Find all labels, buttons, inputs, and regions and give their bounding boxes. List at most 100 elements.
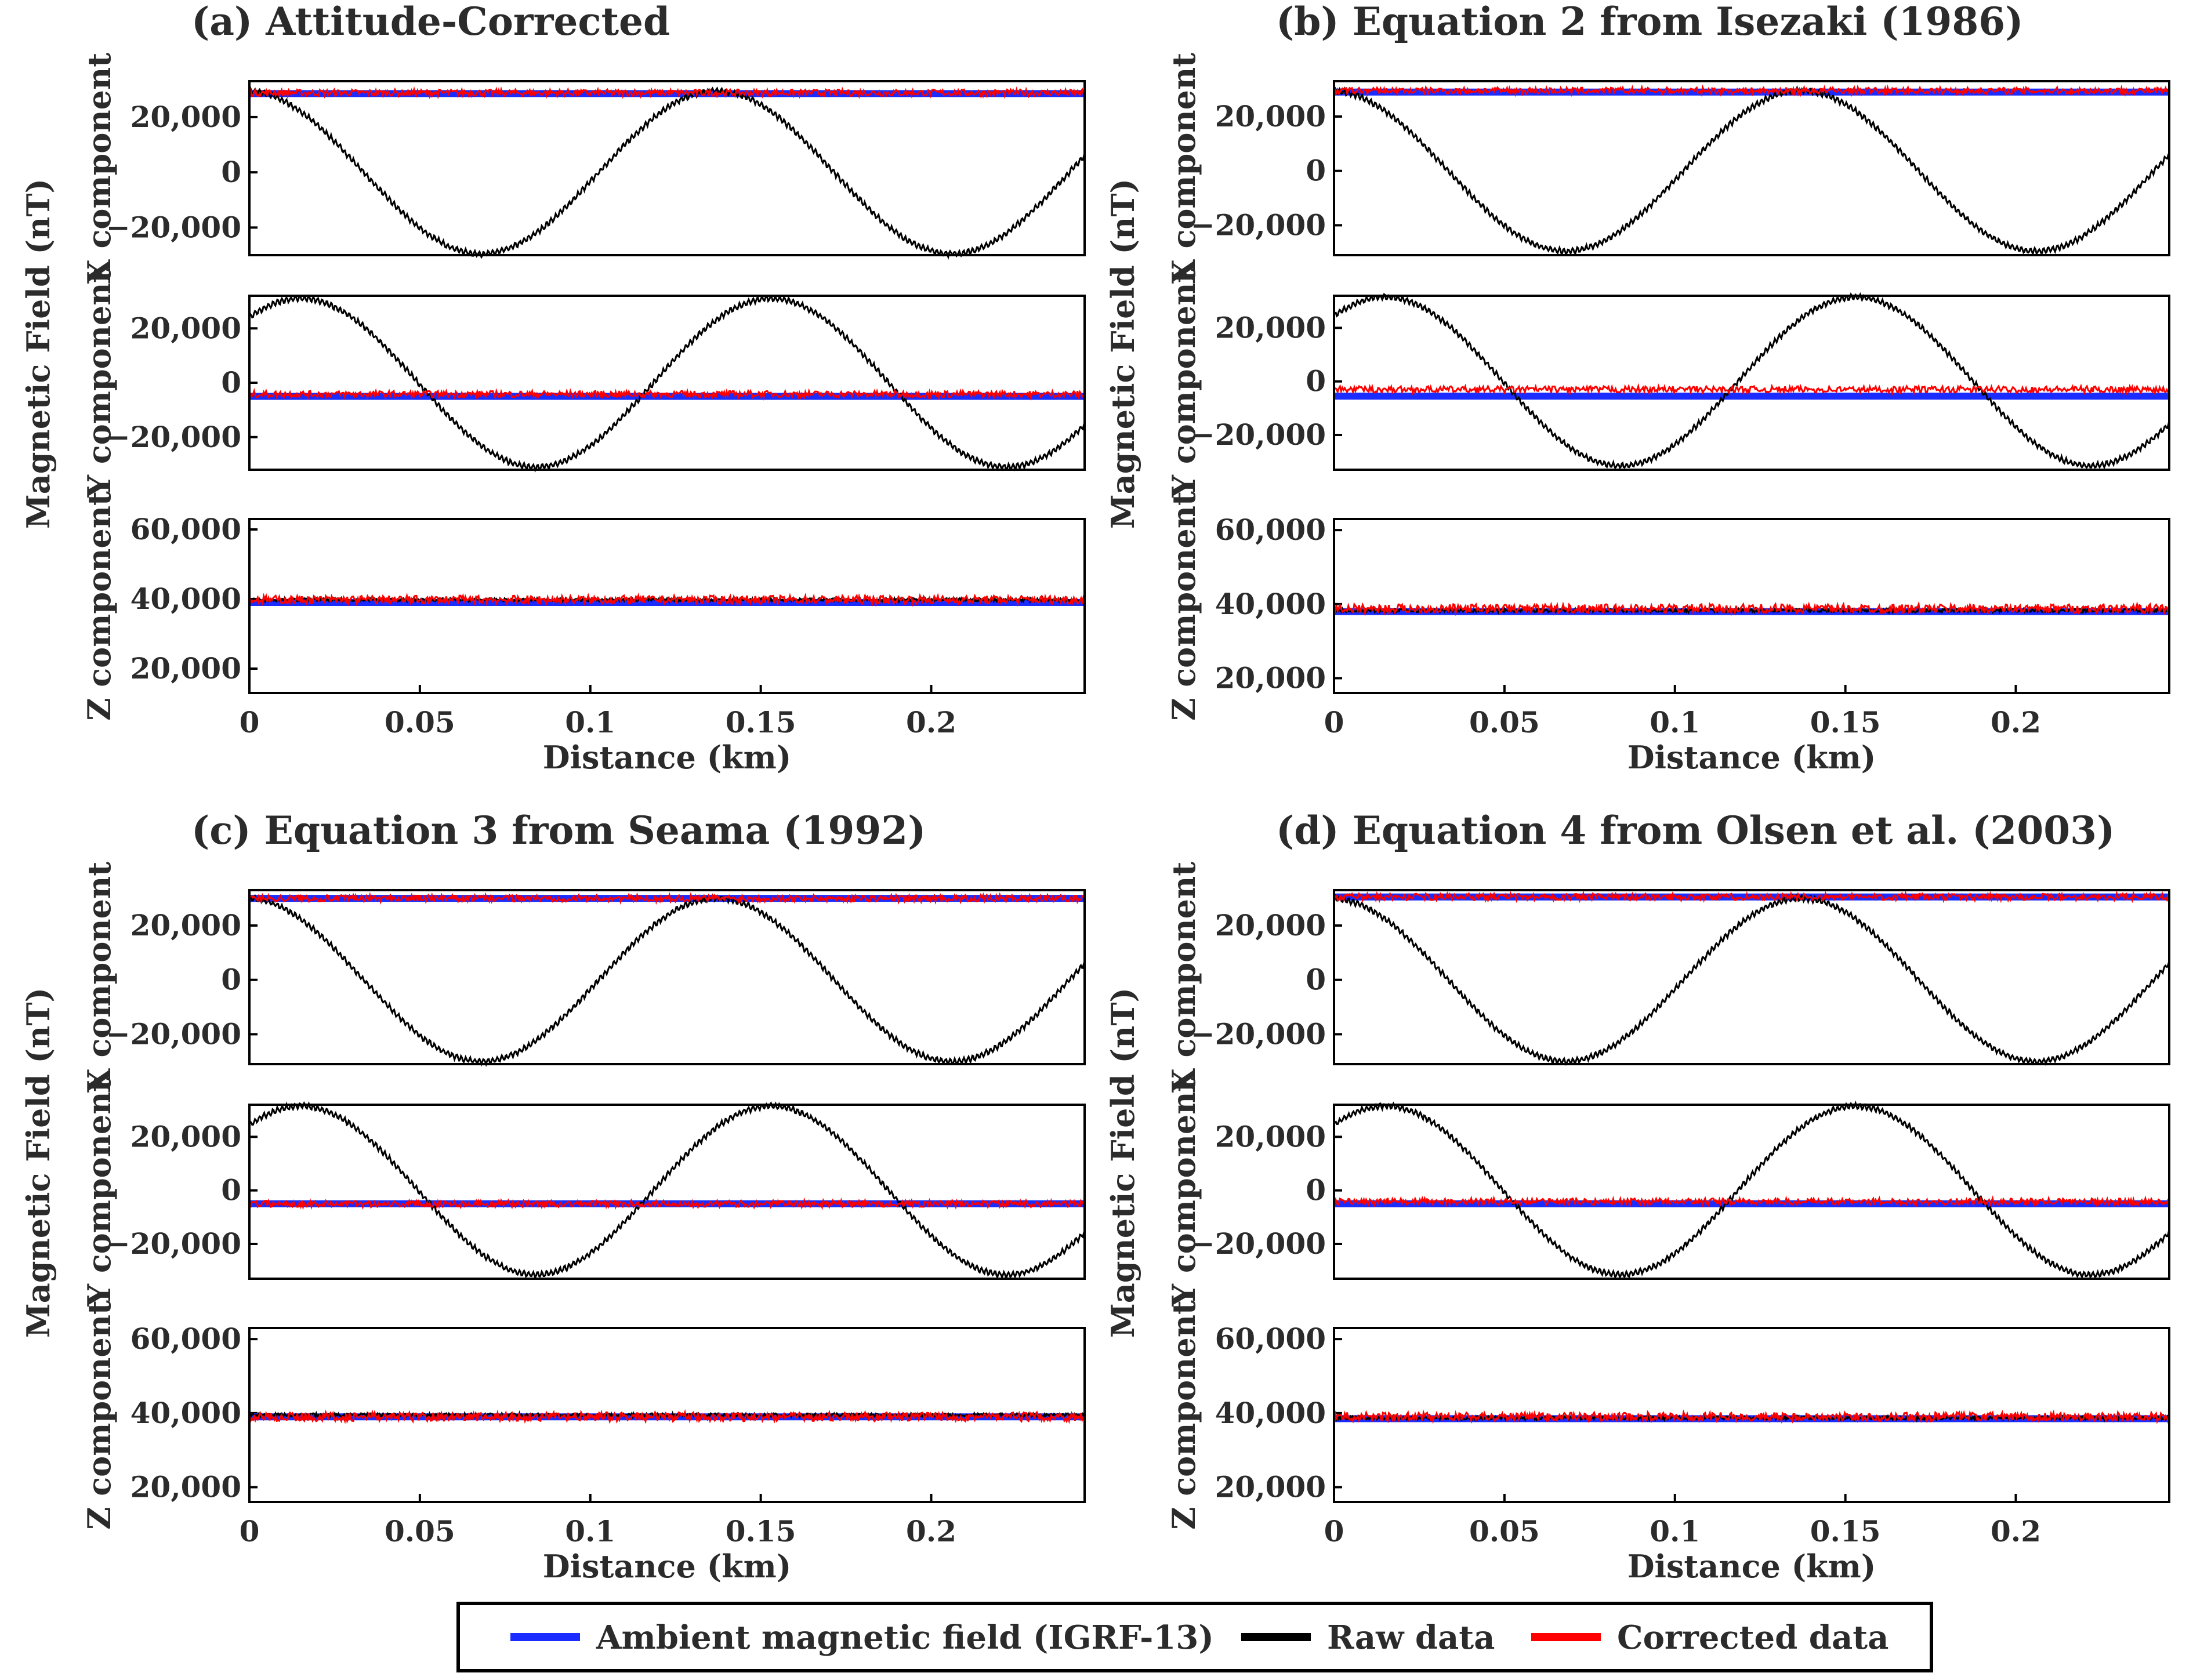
component-label: Z component bbox=[81, 1300, 118, 1530]
series-corrected bbox=[1333, 1195, 2170, 1208]
y-tick-label: −20,000 bbox=[1191, 418, 1326, 452]
y-tick-label: 60,000 bbox=[1215, 513, 1326, 547]
y-tick-label: 60,000 bbox=[131, 1322, 241, 1356]
y-tick-label: 0 bbox=[221, 963, 241, 997]
x-tick-label: 0.1 bbox=[565, 1514, 615, 1548]
series-raw bbox=[1333, 85, 2170, 257]
panel-frame bbox=[1333, 80, 2170, 256]
series-corrected bbox=[248, 1409, 1086, 1424]
x-tick-label: 0.1 bbox=[1650, 705, 1700, 739]
y-tick-label: −20,000 bbox=[1191, 1227, 1326, 1261]
component-label: Z component bbox=[1165, 491, 1202, 721]
series-raw bbox=[248, 294, 1086, 473]
panel-frame bbox=[1333, 295, 2170, 471]
legend-frame bbox=[456, 1602, 1933, 1672]
component-label: Y component bbox=[81, 1077, 118, 1307]
y-tick-label: 20,000 bbox=[1215, 1119, 1326, 1153]
panel-frame bbox=[1333, 1104, 2170, 1280]
y-tick-label: −20,000 bbox=[1191, 1017, 1326, 1051]
panel-z: 60,000 40,000 20,000 Z component bbox=[1165, 1300, 2170, 1530]
series-corrected bbox=[248, 387, 1085, 401]
x-tick-label: 0.15 bbox=[1810, 705, 1881, 739]
legend-label-raw: Raw data bbox=[1327, 1619, 1495, 1657]
x-tick-label: 0.1 bbox=[565, 705, 615, 739]
y-tick-label: 20,000 bbox=[1215, 661, 1326, 695]
series-corrected bbox=[248, 891, 1086, 905]
chart-title: (d) Equation 4 from Olsen et al. (2003) bbox=[1276, 808, 2115, 853]
y-tick-label: −20,000 bbox=[106, 210, 241, 244]
panel-frame bbox=[1333, 1327, 2170, 1503]
component-label: Y component bbox=[1165, 1077, 1202, 1307]
component-label: X component bbox=[1165, 53, 1202, 284]
panel-frame bbox=[248, 518, 1086, 694]
panel-z: 60,000 40,000 20,000 Z component bbox=[81, 1300, 1086, 1530]
series-corrected bbox=[248, 86, 1085, 100]
y-axis-label: Magnetic Field (nT) bbox=[1104, 179, 1141, 529]
series-raw bbox=[1333, 892, 2170, 1066]
chart-2: (c) Equation 3 from Seama (1992) 20,000 0 −… bbox=[20, 808, 1086, 1585]
y-tick-label: 20,000 bbox=[131, 651, 241, 685]
component-label: Z component bbox=[1165, 1300, 1202, 1530]
y-tick-label: 0 bbox=[1306, 364, 1326, 398]
x-axis-label: Distance (km) bbox=[1627, 1548, 1876, 1585]
component-label: Y component bbox=[1165, 268, 1202, 498]
y-axis-label: Magnetic Field (nT) bbox=[1104, 988, 1141, 1338]
series-corrected bbox=[249, 1197, 1086, 1211]
x-tick-label: 0.05 bbox=[385, 705, 455, 739]
series-raw bbox=[1333, 1100, 2170, 1280]
x-tick-label: 0.15 bbox=[726, 1514, 796, 1548]
y-tick-label: 0 bbox=[221, 365, 241, 400]
panel-frame bbox=[248, 295, 1086, 471]
y-tick-label: 20,000 bbox=[1215, 908, 1326, 942]
chart-title: (b) Equation 2 from Isezaki (1986) bbox=[1276, 0, 2023, 44]
y-tick-label: 0 bbox=[221, 1173, 241, 1207]
x-tick-label: 0.1 bbox=[1650, 1514, 1700, 1548]
x-axis-label: Distance (km) bbox=[1627, 739, 1876, 776]
x-tick-label: 0.15 bbox=[1810, 1514, 1881, 1548]
y-tick-label: 0 bbox=[1306, 1173, 1326, 1207]
x-tick-label: 0 bbox=[1324, 705, 1344, 739]
y-tick-label: 20,000 bbox=[131, 1469, 241, 1504]
component-label: X component bbox=[1165, 862, 1202, 1093]
x-tick-label: 0.05 bbox=[385, 1514, 455, 1548]
panel-frame bbox=[248, 1327, 1086, 1503]
panel-z: 60,000 40,000 20,000 Z component bbox=[1165, 491, 2170, 721]
x-tick-label: 0.05 bbox=[1469, 1514, 1540, 1548]
y-tick-label: 20,000 bbox=[131, 908, 241, 942]
y-tick-label: 0 bbox=[221, 155, 241, 189]
y-tick-label: −20,000 bbox=[1191, 208, 1326, 242]
x-tick-label: 0 bbox=[240, 705, 260, 739]
y-tick-label: 60,000 bbox=[131, 512, 241, 546]
component-label: X component bbox=[81, 862, 118, 1093]
series-corrected bbox=[1333, 1409, 2170, 1424]
y-tick-label: 20,000 bbox=[131, 100, 241, 134]
x-tick-label: 0.2 bbox=[906, 705, 956, 739]
y-tick-label: 40,000 bbox=[1215, 1396, 1326, 1430]
y-tick-label: −20,000 bbox=[106, 1227, 241, 1261]
x-axis-label: Distance (km) bbox=[543, 1548, 792, 1585]
series-raw bbox=[248, 893, 1086, 1067]
y-tick-label: 20,000 bbox=[1215, 310, 1326, 344]
y-tick-label: 20,000 bbox=[1215, 99, 1326, 133]
series-raw bbox=[248, 85, 1086, 260]
legend-label-ambient: Ambient magnetic field (IGRF-13) bbox=[596, 1619, 1214, 1657]
chart-1: (b) Equation 2 from Isezaki (1986) 20,000… bbox=[1104, 0, 2170, 776]
x-axis-label: Distance (km) bbox=[543, 739, 792, 776]
series-corrected bbox=[248, 592, 1086, 607]
chart-3: (d) Equation 4 from Olsen et al. (2003) 2… bbox=[1104, 808, 2170, 1585]
series-corrected bbox=[1333, 890, 2170, 904]
y-tick-label: −20,000 bbox=[106, 420, 241, 454]
y-tick-label: 60,000 bbox=[1215, 1322, 1326, 1356]
component-label: X component bbox=[81, 53, 118, 284]
y-tick-label: 40,000 bbox=[131, 582, 241, 616]
y-axis-label: Magnetic Field (nT) bbox=[20, 988, 57, 1338]
legend-label-corrected: Corrected data bbox=[1617, 1619, 1888, 1657]
